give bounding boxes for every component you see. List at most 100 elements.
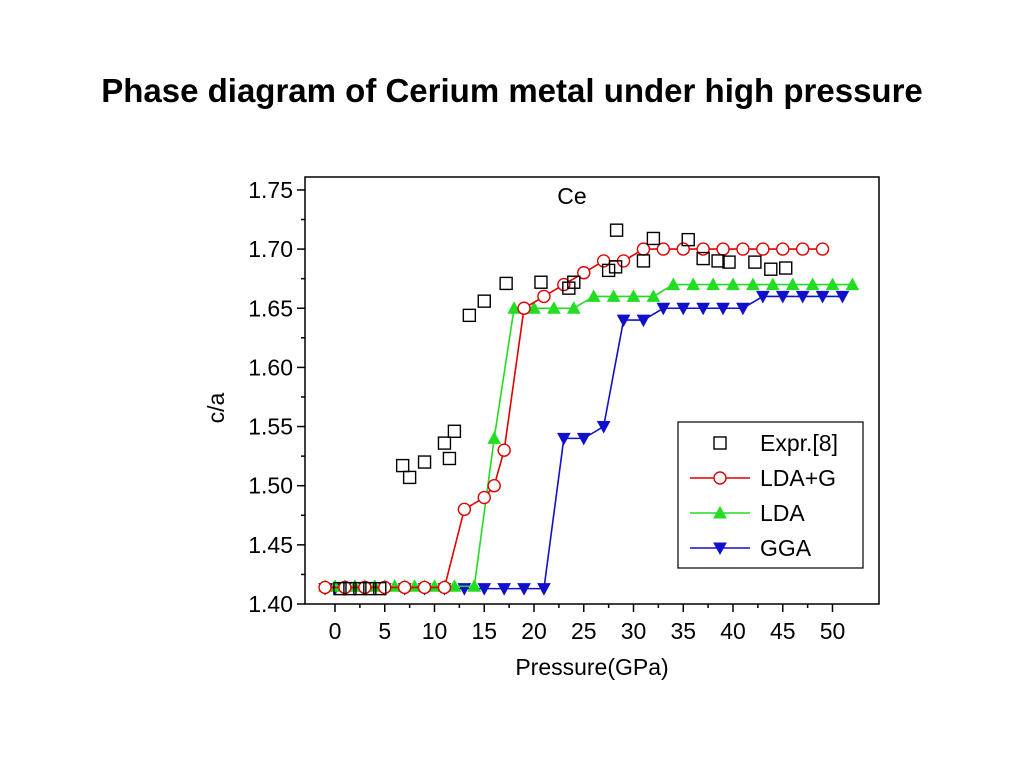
chart-legend: Expr.[8] LDA+G LDA GGA [677,421,864,569]
data-point-lda-g [776,242,790,256]
chart-axes: 0 5 10 15 20 25 30 35 40 45 50 1.40 1.45 1.50 1.55 1.60… [248,177,845,644]
data-point-lda [427,579,442,592]
data-point-gga [775,290,790,304]
data-point-lda [507,301,521,314]
data-point-lda [666,277,681,291]
data-point-lda-g [358,580,372,595]
data-point-lda [467,579,482,592]
data-point-expr-8 [333,581,347,596]
data-point-gga [477,583,492,596]
data-point-lda-g [756,242,770,256]
plot-frame [304,176,880,605]
data-point-lda-g [696,242,710,256]
data-point-lda [765,277,780,291]
data-point-lda-g [378,580,392,595]
data-point-gga [636,314,651,328]
data-point-gga [736,302,750,316]
y-tick-label: 1.50 [248,473,293,499]
data-point-lda-g [537,289,551,304]
data-point-gga [537,583,551,596]
data-point-gga [696,302,710,316]
data-point-lda-g [397,580,412,595]
data-point-expr-8 [646,231,661,246]
chart-annotation: Ce [557,183,586,209]
x-axis-label: Pressure(GPa) [515,654,668,680]
data-point-lda-g [417,580,432,595]
data-point-expr-8 [373,581,387,596]
x-tick-label: 35 [670,618,696,644]
data-point-gga [756,290,770,304]
data-point-expr-8 [363,581,377,596]
x-tick-label: 5 [378,618,391,644]
x-tick-label: 50 [820,618,846,644]
data-point-lda [447,579,462,592]
data-point-lda-g [318,580,332,595]
data-point-lda-g [477,490,491,505]
data-point-gga [815,290,830,304]
x-tick-label: 40 [720,618,746,644]
legend-marker-lda [713,505,727,519]
data-point-gga [557,432,571,446]
data-point-lda [407,579,422,592]
data-point-expr-8 [779,261,793,275]
y-tick-label: 1.65 [248,295,293,321]
data-point-expr-8 [711,254,725,268]
data-point-expr-8 [343,581,357,596]
data-point-expr-8 [764,262,778,276]
y-tick-label: 1.60 [248,354,293,380]
data-point-gga [795,290,810,304]
data-point-lda-g [795,242,810,256]
data-point-expr-8 [353,581,367,596]
data-point-expr-8 [442,451,457,466]
data-point-gga [656,302,671,316]
data-point-lda-g [676,242,690,256]
y-tick-label: 1.40 [248,591,293,617]
data-point-lda [626,289,641,302]
data-point-lda-g [736,242,750,256]
data-point-lda [487,431,502,444]
chart-marks [318,223,860,596]
data-point-expr-8 [636,254,651,268]
data-point-lda [547,301,561,314]
x-tick-label: 0 [329,618,342,644]
data-point-lda-g [497,443,511,457]
data-point-expr-8 [608,260,623,274]
data-point-lda [586,289,601,302]
data-point-lda-g [517,301,531,315]
y-tick-label: 1.75 [248,177,293,203]
data-point-lda [686,277,701,291]
data-point-expr-8 [681,232,695,247]
data-point-lda [706,277,720,291]
data-point-gga [576,432,591,446]
series-lda-g [318,242,830,595]
data-point-expr-8 [462,308,477,323]
data-point-lda-g [716,242,730,256]
data-point-lda [606,289,621,302]
data-point-lda [566,301,581,314]
legend-marker-gga [713,542,727,556]
legend-marker-expr-8 [713,436,727,450]
data-point-lda-g [457,502,472,517]
data-point-expr-8 [402,470,417,485]
data-point-lda [805,277,820,291]
data-point-expr-8 [477,294,491,308]
y-tick-label: 1.70 [248,236,293,262]
data-point-expr-8 [395,458,410,473]
data-point-lda [746,277,760,291]
data-point-gga [835,290,850,304]
data-point-lda [387,579,402,592]
legend-label-lda: LDA [760,500,805,526]
x-tick-label: 15 [471,618,497,644]
legend-box [677,421,864,569]
data-point-lda-g [596,254,611,268]
data-point-gga [616,314,631,328]
data-point-expr-8 [499,276,513,291]
data-point-lda [785,277,800,291]
y-axis-label: c/a [203,392,229,423]
data-point-lda [367,579,382,592]
data-point-lda [845,277,860,291]
data-point-expr-8 [696,251,710,266]
data-point-expr-8 [417,455,432,469]
data-point-expr-8 [447,424,462,438]
